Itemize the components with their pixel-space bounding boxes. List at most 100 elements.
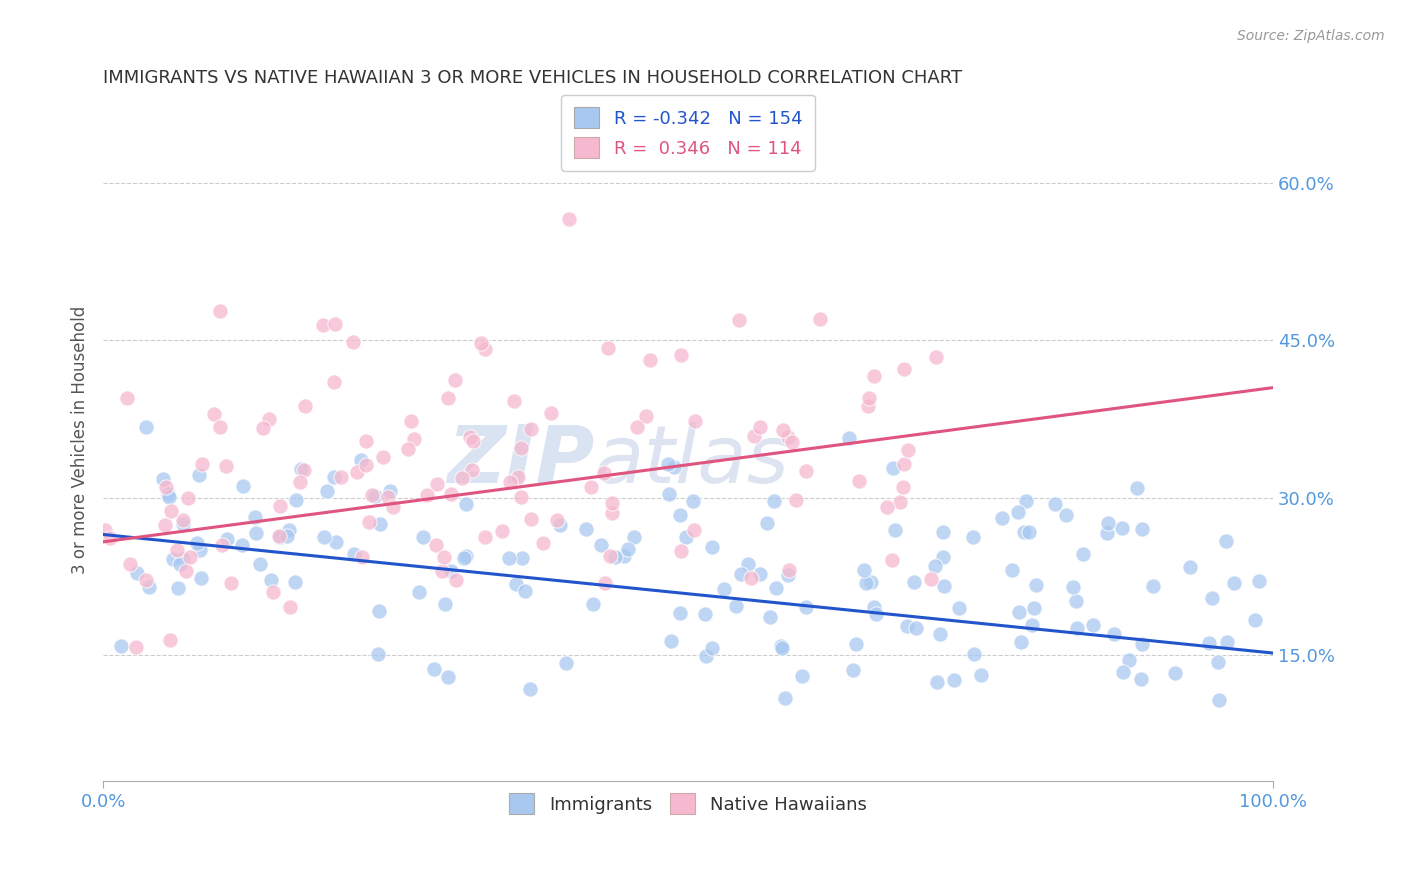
Point <box>1178 560 1201 574</box>
Point <box>172 517 194 532</box>
Point <box>1201 591 1223 605</box>
Point <box>1001 563 1024 577</box>
Point <box>152 472 174 486</box>
Point <box>1064 594 1087 608</box>
Point <box>100 531 122 545</box>
Point <box>456 497 478 511</box>
Point <box>94 523 117 537</box>
Point <box>1112 665 1135 680</box>
Point <box>626 419 648 434</box>
Point <box>1021 618 1043 632</box>
Point <box>748 420 770 434</box>
Point <box>217 532 239 546</box>
Point <box>359 515 381 529</box>
Point <box>172 513 194 527</box>
Point <box>269 499 291 513</box>
Point <box>1012 524 1035 539</box>
Point <box>897 443 920 458</box>
Point <box>323 317 346 331</box>
Point <box>763 494 786 508</box>
Point <box>1243 614 1265 628</box>
Point <box>127 566 149 581</box>
Point <box>439 487 461 501</box>
Point <box>346 465 368 479</box>
Point <box>316 484 339 499</box>
Point <box>323 469 346 483</box>
Point <box>942 673 965 688</box>
Point <box>858 391 880 405</box>
Point <box>159 633 181 648</box>
Point <box>579 479 602 493</box>
Text: IMMIGRANTS VS NATIVE HAWAIIAN 3 OR MORE VEHICLES IN HOUSEHOLD CORRELATION CHART: IMMIGRANTS VS NATIVE HAWAIIAN 3 OR MORE … <box>103 69 962 87</box>
Point <box>259 412 281 426</box>
Point <box>378 483 401 498</box>
Point <box>924 350 946 364</box>
Point <box>794 600 817 615</box>
Point <box>135 573 157 587</box>
Point <box>903 574 925 589</box>
Point <box>1216 634 1239 648</box>
Point <box>519 682 541 697</box>
Point <box>1102 627 1125 641</box>
Point <box>617 542 640 557</box>
Point <box>859 574 882 589</box>
Point <box>865 607 887 621</box>
Point <box>262 584 284 599</box>
Point <box>882 553 904 567</box>
Point <box>1163 665 1185 680</box>
Point <box>177 491 200 505</box>
Y-axis label: 3 or more Vehicles in Household: 3 or more Vehicles in Household <box>72 306 89 574</box>
Point <box>437 391 460 405</box>
Point <box>377 491 399 505</box>
Point <box>284 493 307 508</box>
Point <box>856 399 879 413</box>
Point <box>367 604 389 618</box>
Point <box>520 512 543 526</box>
Point <box>593 466 616 480</box>
Point <box>548 518 571 533</box>
Point <box>215 459 238 474</box>
Point <box>458 430 481 444</box>
Point <box>659 634 682 648</box>
Point <box>1222 576 1244 591</box>
Point <box>1062 580 1084 594</box>
Point <box>742 428 765 442</box>
Point <box>505 576 527 591</box>
Point <box>683 524 706 538</box>
Point <box>669 543 692 558</box>
Point <box>730 567 752 582</box>
Point <box>713 582 735 597</box>
Point <box>737 557 759 571</box>
Point <box>453 551 475 566</box>
Point <box>773 691 796 706</box>
Point <box>174 564 197 578</box>
Point <box>657 457 679 471</box>
Point <box>342 334 364 349</box>
Point <box>426 476 449 491</box>
Point <box>1022 600 1045 615</box>
Point <box>278 600 301 615</box>
Point <box>138 580 160 594</box>
Point <box>155 480 177 494</box>
Point <box>311 318 333 332</box>
Point <box>623 530 645 544</box>
Point <box>360 488 382 502</box>
Point <box>862 369 884 384</box>
Point <box>425 537 447 551</box>
Point <box>603 550 626 565</box>
Point <box>748 567 770 582</box>
Point <box>451 471 474 485</box>
Point <box>231 538 253 552</box>
Point <box>249 558 271 572</box>
Point <box>290 475 312 489</box>
Point <box>863 600 886 615</box>
Point <box>776 567 799 582</box>
Point <box>1118 653 1140 667</box>
Point <box>423 662 446 676</box>
Point <box>772 423 794 437</box>
Point <box>740 571 762 585</box>
Point <box>600 507 623 521</box>
Point <box>444 373 467 387</box>
Point <box>156 487 179 501</box>
Point <box>396 442 419 457</box>
